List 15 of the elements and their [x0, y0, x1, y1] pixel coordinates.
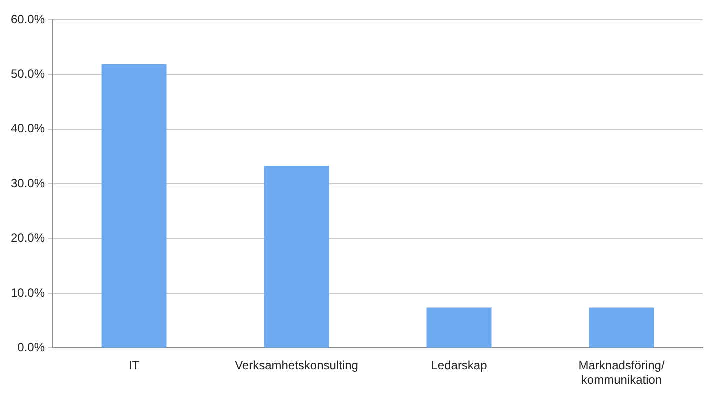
- y-tick-label: 30.0%: [10, 176, 46, 190]
- x-tick-label: Ledarskap: [431, 358, 488, 373]
- bar: [102, 64, 167, 348]
- x-tick-label: Marknadsföring/kommunikation: [578, 358, 666, 388]
- y-tick-label: 50.0%: [10, 67, 46, 82]
- bar: [426, 308, 492, 348]
- y-tick-label: 40.0%: [10, 122, 46, 136]
- y-tick-label: 60.0%: [10, 12, 46, 26]
- bar: [589, 308, 654, 348]
- y-tick-label: 20.0%: [10, 231, 46, 246]
- y-tick-label: 0.0%: [18, 340, 46, 355]
- y-tick-label: 10.0%: [10, 286, 46, 300]
- x-tick-label: Verksamhetskonsulting: [235, 358, 358, 373]
- x-tick-label: IT: [128, 358, 140, 373]
- bar: [264, 166, 330, 348]
